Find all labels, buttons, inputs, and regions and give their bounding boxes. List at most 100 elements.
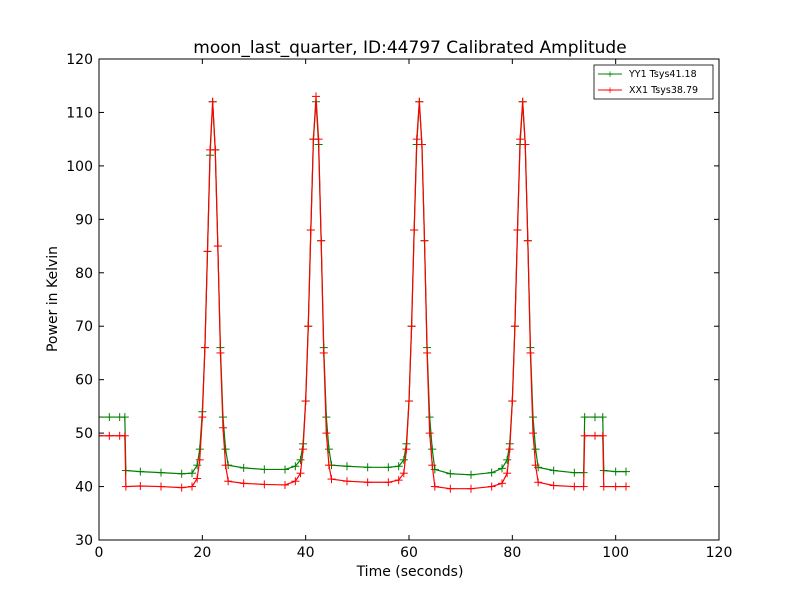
data-point [591,431,599,440]
data-point [591,413,599,422]
data-point [221,445,230,454]
data-point [599,482,608,491]
data-point [487,468,496,477]
data-point [213,242,222,251]
y-axis: 30 40 50 60 70 80 90 100 110 120 [66,52,719,549]
data-point [425,429,434,438]
data-point [136,467,145,476]
data-point [510,322,519,331]
y-tick-label: 40 [75,480,93,496]
data-point [200,343,209,352]
data-point [203,247,212,256]
data-point [343,462,351,471]
data-point [314,135,323,144]
data-point [327,475,336,484]
data-point [430,482,439,491]
data-point [319,348,328,357]
data-point [503,469,512,478]
data-point [428,461,437,470]
data-point [394,476,403,485]
data-point [219,423,227,432]
y-tick-label: 50 [75,426,93,442]
data-point [121,482,130,491]
data-point [598,431,607,440]
data-point [157,468,165,477]
data-point [312,92,320,101]
data-point [304,322,313,331]
x-axis-label: Time (seconds) [356,564,464,580]
data-point [570,482,579,491]
data-point [299,445,308,454]
data-point [301,397,310,406]
data-point [549,466,558,475]
x-tick-label: 40 [297,545,315,561]
series-1 [99,92,630,493]
data-point [446,469,455,478]
data-point [291,477,300,486]
data-point [296,455,305,464]
legend-label-yy1: YY1 Tsys41.18 [628,69,697,80]
x-axis: 0 20 40 60 80 100 120 [95,59,732,561]
y-tick-label: 120 [66,52,93,68]
data-point [188,482,196,491]
data-point [415,97,424,106]
data-point [99,431,103,440]
data-point [322,429,331,438]
legend-box [593,64,714,100]
data-point [306,226,315,235]
data-point [394,462,403,471]
data-point [611,467,620,476]
y-tick-label: 30 [75,533,93,549]
y-tick-label: 80 [75,266,93,282]
data-point [281,480,289,489]
data-point [531,445,540,454]
y-tick-label: 110 [66,105,93,121]
data-point [120,413,129,422]
data-point [208,97,217,106]
data-point [518,97,527,106]
data-point [281,465,289,474]
x-tick-label: 100 [602,545,629,561]
data-point [384,463,393,472]
data-point [498,479,506,488]
data-point [384,478,393,487]
data-point [467,470,475,479]
data-point [399,455,408,464]
data-point [487,482,496,491]
data-point [177,483,186,492]
data-point [516,135,525,144]
data-point [579,482,588,491]
data-point [513,226,522,235]
data-point [529,429,537,438]
data-point [423,348,432,357]
data-point [428,445,437,454]
data-point [188,469,196,478]
data-point [549,481,558,490]
data-point [296,469,305,478]
data-point [503,455,512,464]
data-point [193,474,202,483]
data-point [446,484,455,493]
legend-label-xx1: XX1 Tsys38.79 [629,85,698,96]
x-tick-label: 60 [400,545,418,561]
data-point [157,482,165,491]
data-point [622,467,630,476]
data-point [363,478,372,487]
data-point [177,469,186,478]
data-point [580,413,589,422]
data-point [99,413,103,422]
legend-marker-xx1: + [606,86,614,96]
data-point [211,145,220,154]
data-point [120,431,129,440]
data-point [291,462,300,471]
data-point [498,464,506,473]
data-point [343,477,351,486]
data-point [526,348,535,357]
series-line [99,101,626,476]
data-point [399,469,408,478]
data-point [570,468,579,477]
data-point [260,480,269,489]
x-tick-label: 80 [503,545,521,561]
data-point [136,482,145,491]
y-tick-label: 60 [75,373,93,389]
